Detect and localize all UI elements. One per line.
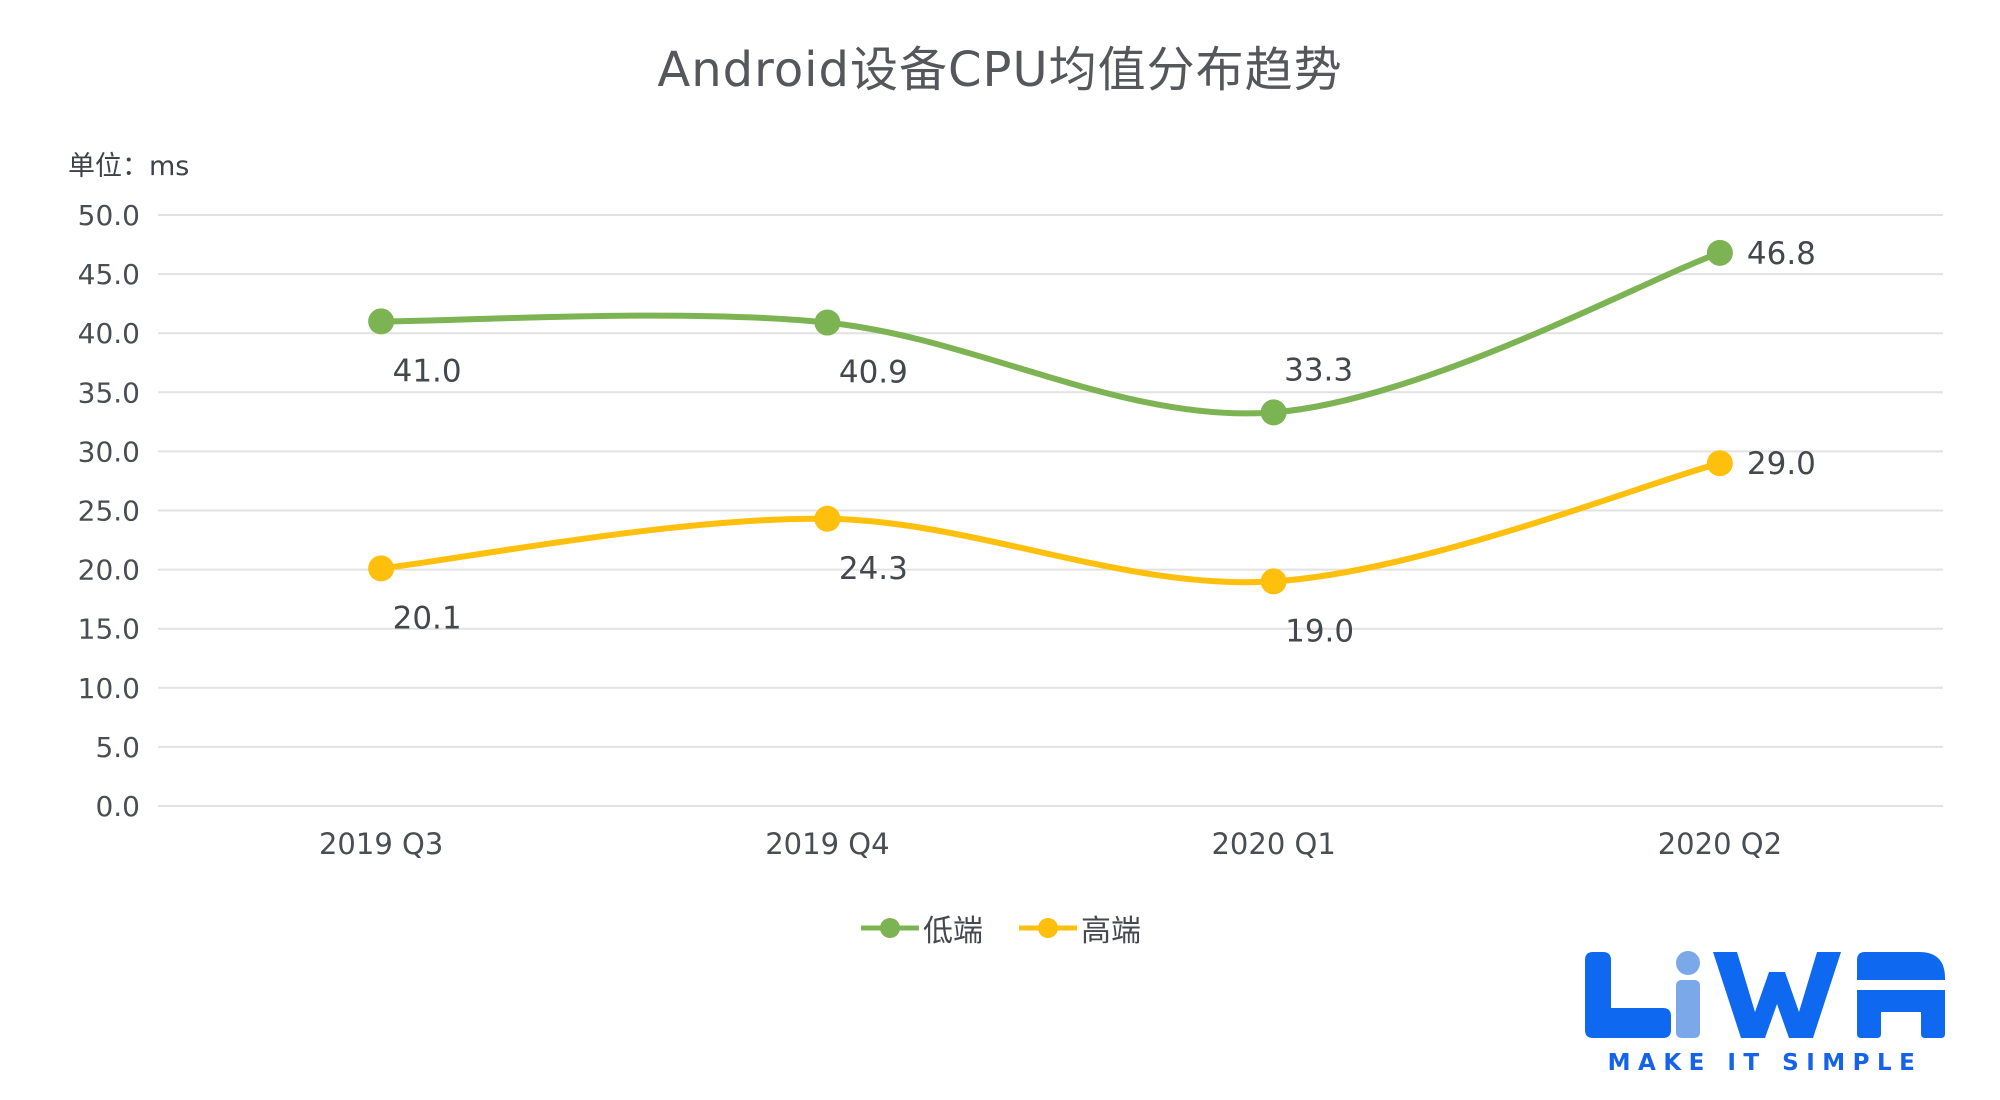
data-label: 41.0 (393, 353, 462, 389)
y-tick-label: 5.0 (95, 731, 140, 764)
y-tick-label: 50.0 (78, 199, 140, 232)
x-tick-label: 2020 Q2 (1658, 827, 1782, 861)
legend-item-low-end: 低端 (859, 906, 983, 950)
legend-marker-high-end (1019, 918, 1077, 938)
y-tick-label: 20.0 (78, 554, 140, 587)
legend-label-high-end: 高端 (1081, 914, 1141, 949)
data-label: 20.1 (393, 600, 462, 636)
legend-label-low-end: 低端 (923, 914, 983, 949)
liwa-logo-icon (1585, 951, 1945, 1038)
x-tick-label: 2019 Q3 (319, 827, 443, 861)
liwa-logo: MAKE IT SIMPLE (1580, 950, 1950, 1076)
legend-item-high-end: 高端 (1017, 906, 1141, 950)
y-tick-label: 0.0 (95, 790, 140, 823)
y-tick-label: 10.0 (78, 672, 140, 705)
data-label: 19.0 (1285, 613, 1354, 649)
x-tick-label: 2020 Q1 (1211, 827, 1335, 861)
data-point (814, 505, 841, 532)
data-point (368, 555, 395, 582)
y-axis-unit-label: 单位：ms (68, 151, 190, 182)
data-label: 29.0 (1747, 446, 1816, 482)
y-tick-label: 40.0 (78, 317, 140, 350)
x-tick-label: 2019 Q4 (765, 827, 889, 861)
data-label: 46.8 (1747, 236, 1816, 272)
data-point (368, 308, 395, 335)
data-point (1706, 239, 1733, 266)
y-tick-label: 45.0 (78, 258, 140, 291)
series-line-1 (378, 460, 1723, 586)
data-point (1706, 450, 1733, 477)
y-tick-label: 25.0 (78, 495, 140, 528)
data-label: 40.9 (839, 355, 908, 391)
y-tick-label: 30.0 (78, 435, 140, 468)
y-tick-label: 15.0 (78, 613, 140, 646)
data-point (814, 309, 841, 336)
data-point (1260, 568, 1287, 595)
legend-marker-low-end (861, 918, 919, 938)
data-label: 33.3 (1284, 352, 1353, 388)
data-label: 24.3 (839, 551, 908, 587)
y-tick-label: 35.0 (78, 376, 140, 409)
logo-tagline: MAKE IT SIMPLE (1607, 1050, 1923, 1076)
chart-legend: 低端 高端 (0, 906, 2000, 950)
series-line-0 (378, 249, 1723, 417)
chart-title: Android设备CPU均值分布趋势 (657, 42, 1343, 98)
data-point (1260, 399, 1287, 426)
